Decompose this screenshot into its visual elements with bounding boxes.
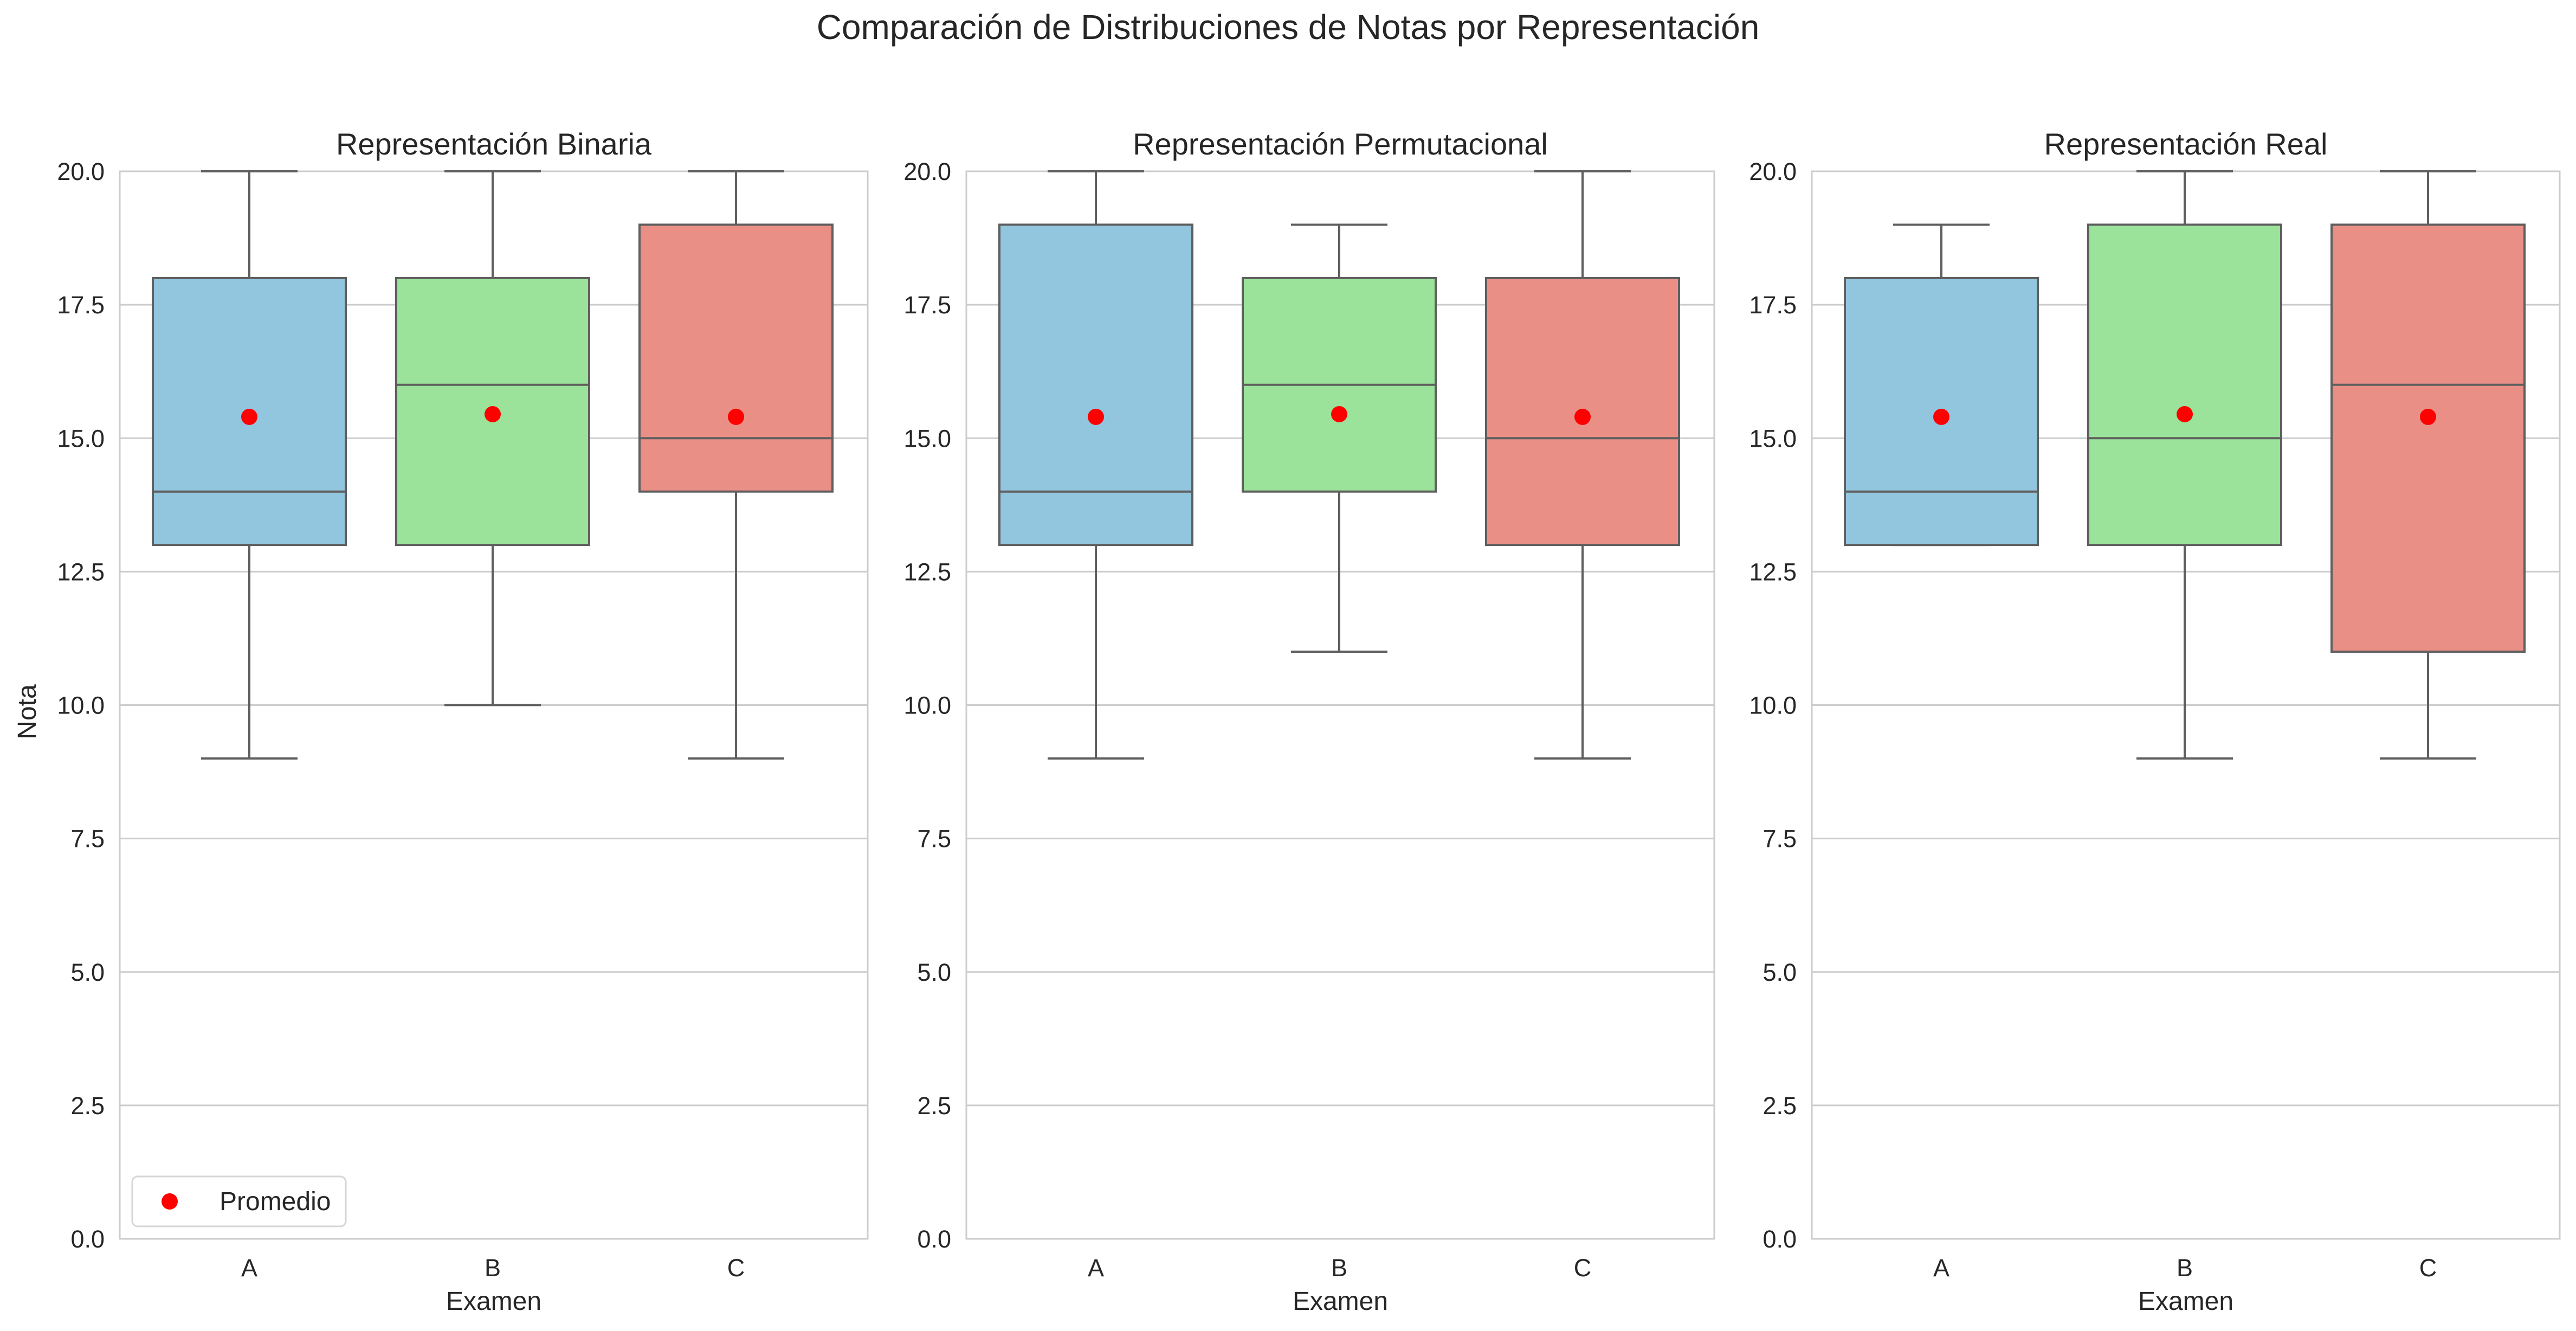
y-tick-label: 2.5 [917,1092,951,1120]
mean-marker [1088,408,1104,425]
box-a [998,170,1193,760]
y-tick-label: 5.0 [917,959,951,986]
y-tick-label: 5.0 [70,959,105,986]
x-tick-label: B [1331,1254,1347,1282]
y-tick-label: 15.0 [57,425,105,452]
box-c [2330,170,2526,760]
legend-frame [131,1175,347,1227]
interquartile-box [395,277,590,546]
y-tick-label: 12.5 [903,558,951,586]
plot-frame [965,170,1715,1240]
y-axis-label: Nota [13,684,42,740]
y-tick-label: 10.0 [57,692,105,719]
panel-title: Representación Permutacional [1133,127,1548,161]
y-tick-label: 7.5 [917,825,951,853]
x-tick-label: C [2419,1254,2437,1282]
y-tick-label: 17.5 [1749,291,1797,319]
x-tick-label: B [485,1254,501,1282]
x-axis-label: Examen [2138,1287,2233,1316]
mean-marker [241,408,257,425]
y-tick-label: 20.0 [903,158,951,185]
y-tick-label: 0.0 [70,1225,105,1253]
y-tick-label: 20.0 [1749,158,1797,185]
y-tick-label: 15.0 [1749,425,1797,452]
interquartile-box [998,223,1193,546]
box-b [2087,170,2282,760]
y-tick-label: 0.0 [1762,1225,1797,1253]
mean-marker [2177,406,2193,422]
x-tick-label: A [241,1254,257,1282]
mean-marker [1574,408,1591,425]
chart-panel-real: 0.0 2.5 5.0 7.5 10.0 12.5 15.0 17.5 20.0 Represen… [1749,127,2561,1316]
panel-title: Representación Real [2044,127,2328,161]
y-tick-label: 7.5 [1762,825,1797,853]
y-tick-label: 15.0 [903,425,951,452]
box-b [395,170,590,706]
box-b [1242,223,1437,653]
y-tick-label: 2.5 [1762,1092,1797,1120]
mean-marker [728,408,744,425]
y-tick-label: 12.5 [57,558,105,586]
y-tick-label: 17.5 [57,291,105,319]
interquartile-box [638,223,834,493]
figure-title: Comparación de Distribuciones de Notas p… [817,8,1760,47]
y-tick-label: 17.5 [903,291,951,319]
box-c [1485,170,1680,760]
y-tick-label: 10.0 [1749,692,1797,719]
x-axis-label: Examen [1293,1287,1388,1316]
mean-marker [1331,406,1347,422]
x-tick-label: A [1933,1254,1949,1282]
box-a [152,170,347,760]
mean-marker [2420,408,2436,425]
legend-label: Promedio [219,1187,331,1216]
panel-title: Representación Binaria [336,127,652,161]
chart-panel-binaria: 0.0 2.5 5.0 7.5 10.0 12.5 15.0 17.5 20.0 Represen… [57,127,869,1316]
y-tick-label: 0.0 [917,1225,951,1253]
box-c [638,170,834,760]
y-tick-label: 12.5 [1749,558,1797,586]
x-tick-label: C [727,1254,745,1282]
y-tick-label: 2.5 [70,1092,105,1120]
mean-marker [1933,408,1949,425]
x-tick-label: A [1088,1254,1104,1282]
y-tick-label: 5.0 [1762,959,1797,986]
legend-marker [162,1193,178,1210]
mean-marker [485,406,501,422]
box-a [1844,223,2039,546]
x-axis-label: Examen [446,1287,541,1316]
legend: Promedio [131,1175,347,1227]
interquartile-box [2087,223,2282,546]
x-tick-label: C [1574,1254,1592,1282]
y-tick-label: 10.0 [903,692,951,719]
y-tick-label: 20.0 [57,158,105,185]
x-tick-label: B [2177,1254,2193,1282]
y-tick-label: 7.5 [70,825,105,853]
chart-panel-permutacional: 0.0 2.5 5.0 7.5 10.0 12.5 15.0 17.5 20.0 Represen… [903,127,1715,1316]
interquartile-box [2330,223,2526,653]
